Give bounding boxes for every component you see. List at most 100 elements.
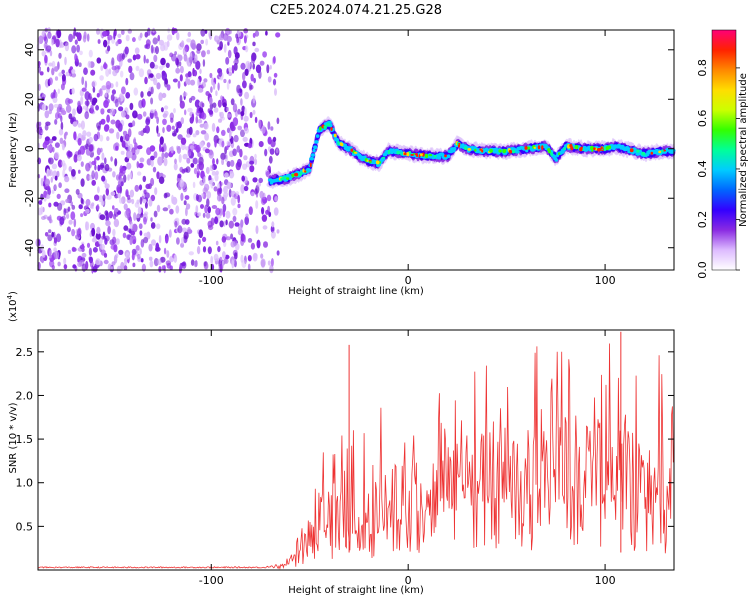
noise-blob xyxy=(205,38,209,46)
noise-blob xyxy=(131,147,136,156)
noise-blob xyxy=(188,126,193,136)
noise-blob xyxy=(256,239,261,249)
track-peak xyxy=(433,154,437,158)
track-blob xyxy=(437,155,442,160)
noise-blob xyxy=(197,119,203,124)
noise-blob xyxy=(220,152,226,161)
noise-blob xyxy=(186,38,192,43)
noise-blob xyxy=(113,244,118,253)
noise-blob xyxy=(218,118,222,123)
noise-blob xyxy=(49,50,53,57)
noise-blob xyxy=(78,62,82,67)
noise-blob xyxy=(108,128,115,134)
noise-blob xyxy=(210,255,214,265)
track-peak xyxy=(502,148,507,154)
noise-blob xyxy=(105,68,110,77)
noise-blob xyxy=(170,145,174,154)
noise-blob xyxy=(176,121,182,129)
noise-blob xyxy=(111,266,114,271)
noise-blob xyxy=(258,119,262,129)
noise-blob xyxy=(234,252,238,260)
snr-y-tick-label: 0.5 xyxy=(16,520,34,533)
snr-y-tick-label: 1.0 xyxy=(16,477,34,490)
noise-blob xyxy=(77,137,82,146)
noise-blob xyxy=(269,148,275,155)
noise-blob xyxy=(188,56,193,64)
noise-blob xyxy=(156,125,159,134)
noise-blob xyxy=(252,32,256,38)
track-peak xyxy=(550,152,554,156)
noise-blob xyxy=(120,150,125,155)
noise-blob xyxy=(112,171,116,178)
noise-blob xyxy=(200,28,206,37)
noise-blob xyxy=(72,31,76,40)
noise-blob xyxy=(264,148,268,157)
track-peak xyxy=(481,149,484,153)
noise-blob xyxy=(107,45,111,52)
noise-blob xyxy=(258,141,264,148)
noise-blob xyxy=(44,54,48,64)
noise-blob xyxy=(74,39,78,45)
noise-blob xyxy=(139,196,143,205)
noise-blob xyxy=(85,162,91,172)
noise-blob xyxy=(99,134,104,142)
noise-blob xyxy=(54,66,59,72)
noise-blob xyxy=(201,112,207,120)
figure-title: C2E5.2024.074.21.25.G28 xyxy=(270,3,442,18)
track-peak xyxy=(593,147,596,151)
noise-blob xyxy=(206,49,211,55)
noise-blob xyxy=(71,228,76,237)
noise-blob xyxy=(216,158,219,165)
noise-blob xyxy=(173,162,178,171)
noise-blob xyxy=(56,170,60,178)
noise-blob xyxy=(148,198,153,207)
noise-blob xyxy=(199,141,204,148)
noise-blob xyxy=(114,158,118,167)
noise-blob xyxy=(192,157,198,165)
noise-blob xyxy=(190,163,195,168)
noise-blob xyxy=(230,159,235,167)
noise-blob xyxy=(185,166,191,174)
noise-blob xyxy=(129,72,135,81)
noise-blob xyxy=(148,243,153,252)
noise-blob xyxy=(251,55,256,64)
track-peak xyxy=(658,150,662,154)
noise-blob xyxy=(256,181,262,188)
noise-blob xyxy=(166,84,171,91)
noise-blob xyxy=(71,72,77,78)
noise-blob xyxy=(67,249,72,254)
noise-blob xyxy=(71,169,76,177)
noise-blob xyxy=(103,63,108,70)
noise-blob xyxy=(156,116,160,125)
noise-blob xyxy=(270,126,274,131)
noise-blob xyxy=(85,198,91,207)
noise-blob xyxy=(125,34,130,42)
snr-y-tick-label: 2.0 xyxy=(16,389,34,402)
noise-blob xyxy=(110,119,116,125)
noise-blob xyxy=(254,47,260,53)
noise-blob xyxy=(210,86,213,93)
noise-blob xyxy=(80,213,84,218)
noise-blob xyxy=(150,44,154,54)
spectrogram-y-ticks: -40 -20 0 20 40 xyxy=(23,43,674,257)
noise-blob xyxy=(91,170,95,180)
noise-blob xyxy=(233,60,239,65)
noise-blob xyxy=(219,220,224,228)
noise-blob xyxy=(117,97,121,103)
track-peak xyxy=(381,156,386,159)
noise-blob xyxy=(70,201,73,207)
noise-blob xyxy=(273,72,278,78)
noise-blob xyxy=(54,250,60,260)
noise-blob xyxy=(88,136,93,143)
noise-blob xyxy=(117,186,120,194)
noise-blob xyxy=(249,165,255,173)
track-peak xyxy=(354,151,358,154)
noise-blob xyxy=(55,233,62,243)
noise-blob xyxy=(97,186,100,194)
noise-blob xyxy=(228,71,233,76)
track-peak xyxy=(489,148,493,153)
noise-blob xyxy=(255,225,259,235)
noise-blob xyxy=(221,196,225,205)
noise-blob xyxy=(162,127,165,134)
noise-blob xyxy=(216,194,222,202)
